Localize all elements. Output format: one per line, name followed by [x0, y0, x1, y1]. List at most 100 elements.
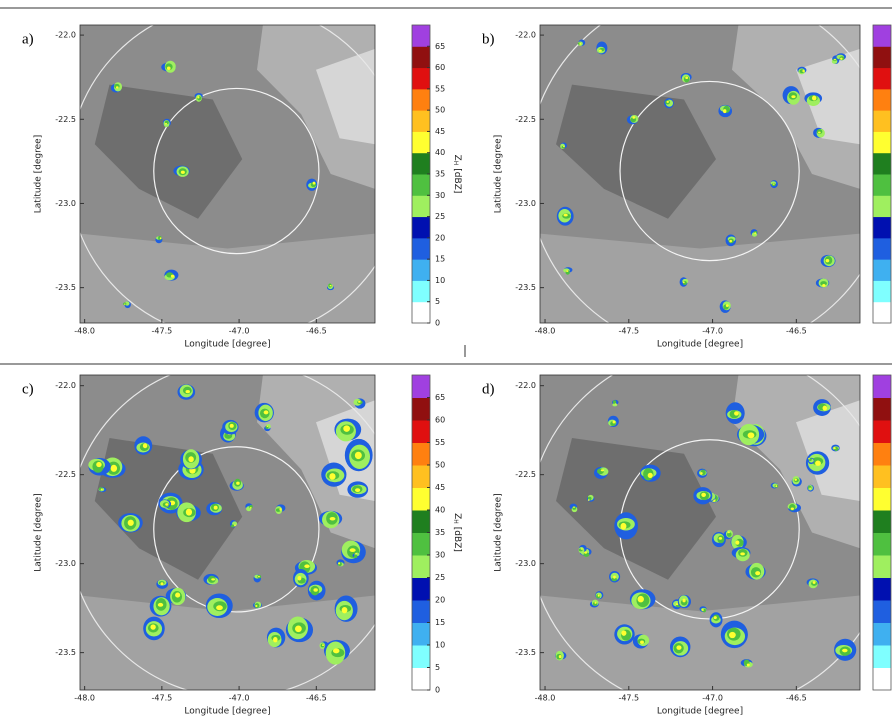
echo: [165, 503, 169, 506]
y-axis-label: Latitude [degree]: [494, 135, 504, 213]
echo: [584, 551, 588, 554]
colorbar-segment: [412, 67, 430, 90]
colorbar-segment: [412, 280, 430, 303]
colorbar-segment: [873, 555, 891, 578]
echo: [666, 100, 669, 103]
colorbar-segment: [412, 195, 430, 218]
colorbar-tick-label: 15: [435, 618, 445, 627]
colorbar-segment: [873, 174, 891, 196]
echo: [188, 456, 194, 463]
colorbar-label-unit: [dBZ]: [453, 527, 463, 552]
echo: [160, 582, 164, 586]
echo: [124, 303, 126, 305]
echo: [647, 472, 653, 479]
echo: [842, 648, 848, 653]
echo: [754, 232, 757, 235]
x-tick-label: -47.0: [229, 327, 250, 336]
echo: [229, 423, 234, 428]
colorbar-segment: [873, 216, 891, 239]
map-area: [540, 375, 860, 690]
colorbar-tick-label: 40: [435, 148, 445, 157]
echo: [794, 478, 798, 481]
colorbar-frame: [872, 374, 892, 691]
echo: [297, 575, 302, 581]
echo: [343, 425, 350, 432]
echo: [822, 405, 828, 411]
echo: [637, 595, 644, 603]
echo: [329, 473, 336, 480]
colorbar-segment: [873, 622, 891, 646]
x-tick-label: -47.5: [618, 694, 639, 703]
echo: [96, 461, 102, 468]
echo: [632, 116, 636, 119]
echo: [682, 598, 686, 603]
echo: [115, 86, 119, 89]
colorbar-segment: [873, 280, 891, 303]
echo: [825, 258, 830, 263]
terrain-south: [540, 233, 860, 323]
colorbar-segment: [873, 487, 891, 511]
echo: [142, 443, 148, 449]
colorbar-segment: [873, 131, 891, 154]
echo: [611, 577, 618, 582]
echo: [573, 506, 575, 508]
echo: [255, 604, 258, 608]
echo: [354, 554, 358, 559]
colorbar-segment: [412, 465, 430, 488]
x-tick-label: -48.0: [74, 694, 95, 703]
colorbar-segment: [412, 397, 430, 421]
colorbar-label: ZH [dBZ]: [453, 513, 463, 552]
echo: [175, 592, 181, 598]
echo: [273, 636, 278, 643]
map-area: [540, 25, 860, 323]
colorbar-tick-label: 55: [435, 84, 445, 93]
colorbar-segment: [412, 25, 430, 47]
echo: [231, 524, 235, 528]
y-tick-label: -23.5: [55, 283, 76, 292]
echo: [747, 432, 755, 439]
y-tick-label: -22.0: [55, 381, 76, 390]
echo: [811, 95, 817, 101]
echo: [614, 403, 617, 405]
colorbar-segment: [873, 46, 891, 69]
x-tick-label: -46.5: [786, 694, 807, 703]
echo: [358, 400, 361, 403]
echo: [620, 522, 627, 530]
echo: [815, 460, 821, 466]
range-ring-inner: [619, 80, 800, 262]
x-axis-label: Longitude [degree]: [184, 707, 270, 717]
echo: [100, 488, 103, 491]
echo: [701, 492, 706, 497]
colorbar-tick-label: 20: [435, 596, 445, 605]
echo: [349, 548, 356, 553]
echo: [322, 644, 324, 647]
echo: [713, 616, 717, 620]
colorbar-segment: [412, 301, 430, 324]
echo: [157, 602, 164, 607]
colorbar-tick-label: 35: [435, 528, 445, 537]
y-tick-label: -23.5: [515, 648, 536, 657]
colorbar-tick-label: 65: [435, 393, 445, 402]
echo: [197, 96, 200, 99]
colorbar-tick-label: 45: [435, 483, 445, 492]
echo: [150, 624, 156, 630]
colorbar-tick-label: 20: [435, 233, 445, 242]
echo: [594, 601, 597, 604]
x-tick-label: -48.0: [74, 327, 95, 336]
x-tick-label: -47.5: [152, 327, 173, 336]
y-tick-label: -23.5: [55, 648, 76, 657]
colorbar-tick-label: 65: [435, 42, 445, 51]
colorbar-tick-label: 25: [435, 212, 445, 221]
echo: [312, 181, 316, 185]
echo: [790, 507, 794, 511]
echo: [630, 117, 637, 123]
colorbar-segment: [873, 667, 891, 691]
echo: [734, 411, 739, 416]
colorbar-segment: [873, 237, 891, 260]
echo: [612, 400, 617, 404]
x-tick-label: -47.0: [229, 694, 250, 703]
echo: [354, 451, 362, 460]
y-tick-label: -22.5: [55, 115, 76, 124]
y-tick-label: -22.5: [55, 470, 76, 479]
x-tick-label: -48.0: [535, 327, 556, 336]
